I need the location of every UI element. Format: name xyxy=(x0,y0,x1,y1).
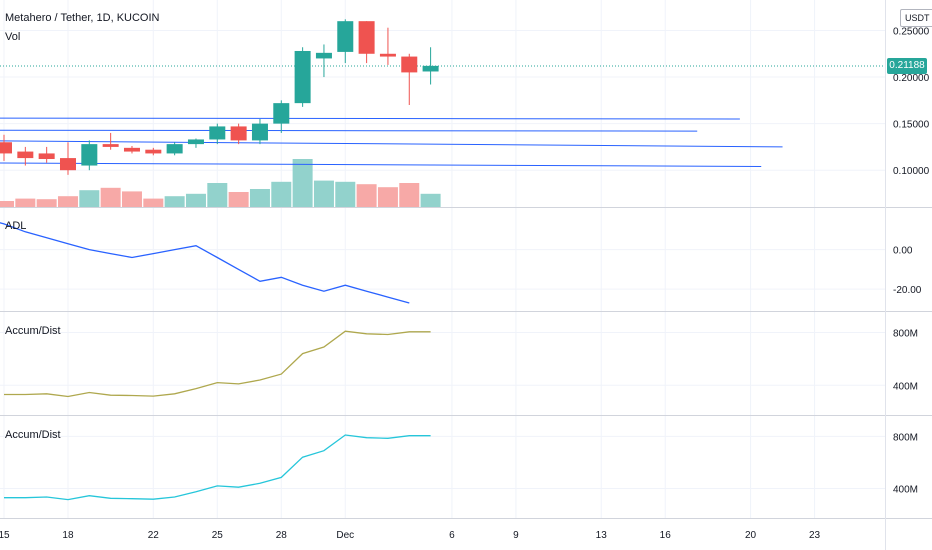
currency-unit-button[interactable]: USDT xyxy=(900,9,932,27)
volume-bar xyxy=(121,191,142,207)
time-tick-label: 16 xyxy=(660,530,672,541)
indicator-tick-label: 400M xyxy=(893,381,918,392)
trendline xyxy=(0,140,783,148)
time-tick-label: 13 xyxy=(596,530,608,541)
accum-dist-pane-label-2: Accum/Dist xyxy=(5,429,61,441)
volume-bar xyxy=(271,181,292,207)
time-tick-label: Dec xyxy=(336,530,354,541)
volume-bar xyxy=(164,196,185,207)
trendlines[interactable] xyxy=(0,65,885,167)
candle-body xyxy=(379,53,396,57)
accum-dist-pane-label-1: Accum/Dist xyxy=(5,325,61,337)
candle-body xyxy=(17,151,34,159)
time-tick-label: 6 xyxy=(449,530,455,541)
volume-bar xyxy=(36,199,57,207)
volume-bar xyxy=(57,196,78,207)
candle-body xyxy=(230,126,247,141)
time-tick-label: 20 xyxy=(745,530,757,541)
indicator-line-2 xyxy=(4,330,431,398)
price-tick-label: 0.15000 xyxy=(893,120,930,131)
candle-body xyxy=(187,139,204,145)
time-axis[interactable]: 15 18 22 25 28 Dec 6 9 13 16 20 23 xyxy=(0,530,821,541)
candle-body xyxy=(145,149,162,154)
adl-pane-label: ADL xyxy=(5,220,27,232)
time-tick-label: 22 xyxy=(148,530,160,541)
price-tick-label: 0.25000 xyxy=(893,26,930,37)
indicator-lines xyxy=(0,222,431,501)
candle-body xyxy=(209,126,226,140)
candle-body xyxy=(337,21,354,52)
symbol-title: Metahero / Tether, 1D, KUCOIN xyxy=(5,12,160,24)
volume-bar xyxy=(399,183,420,207)
volume-bar xyxy=(15,198,36,207)
volume-label: Vol xyxy=(5,31,21,43)
trendline xyxy=(0,129,698,132)
candle-body xyxy=(422,65,439,72)
candle-body xyxy=(294,50,311,104)
volume-bar xyxy=(313,180,334,207)
volume-bar xyxy=(292,159,313,207)
price-tick-label: 0.20000 xyxy=(893,73,930,84)
indicator-line-3 xyxy=(4,434,431,501)
time-tick-label: 18 xyxy=(62,530,74,541)
indicator-tick-label: 800M xyxy=(893,432,918,443)
time-tick-label: 23 xyxy=(809,530,821,541)
candle-body xyxy=(401,56,418,73)
candle-body xyxy=(123,147,140,152)
volume-bar xyxy=(377,187,398,207)
volume-bars xyxy=(0,159,441,207)
indicator-tick-label: 800M xyxy=(893,329,918,340)
indicator-tick-label: 400M xyxy=(893,485,918,496)
volume-bar xyxy=(185,193,206,207)
candlesticks xyxy=(0,19,439,175)
volume-bar xyxy=(143,198,164,207)
volume-bar xyxy=(79,190,100,207)
grid-lines xyxy=(0,0,885,518)
candle-body xyxy=(273,103,290,124)
candle-body xyxy=(166,144,183,154)
indicator-line-1 xyxy=(0,222,410,304)
price-tick-label: 0.10000 xyxy=(893,166,930,177)
last-price-tag: 0.21188 xyxy=(887,57,927,74)
time-tick-label: 9 xyxy=(513,530,519,541)
candle-body xyxy=(0,142,12,154)
candle-body xyxy=(38,153,55,160)
trendline xyxy=(0,162,762,167)
time-tick-label: 28 xyxy=(276,530,288,541)
volume-bar xyxy=(100,187,121,207)
candle-body xyxy=(81,144,98,166)
candle-body xyxy=(59,158,76,171)
volume-bar xyxy=(207,183,228,207)
candle-body xyxy=(251,123,268,141)
volume-bar xyxy=(335,181,356,207)
time-tick-label: 25 xyxy=(212,530,224,541)
volume-bar xyxy=(356,184,377,207)
candle-body xyxy=(358,21,375,54)
indicator-tick-label: -20.00 xyxy=(893,285,922,296)
volume-bar xyxy=(228,192,249,207)
time-tick-label: 15 xyxy=(0,530,10,541)
candle-body xyxy=(315,52,332,59)
volume-bar xyxy=(420,193,441,207)
indicator-tick-label: 0.00 xyxy=(893,246,913,257)
volume-bar xyxy=(0,201,14,207)
price-axis[interactable]: 0.25000 0.20000 0.15000 0.10000 0.00 -20.00 80… xyxy=(893,26,930,495)
candle-body xyxy=(102,144,119,147)
volume-bar xyxy=(249,189,270,207)
trendline xyxy=(0,117,740,120)
